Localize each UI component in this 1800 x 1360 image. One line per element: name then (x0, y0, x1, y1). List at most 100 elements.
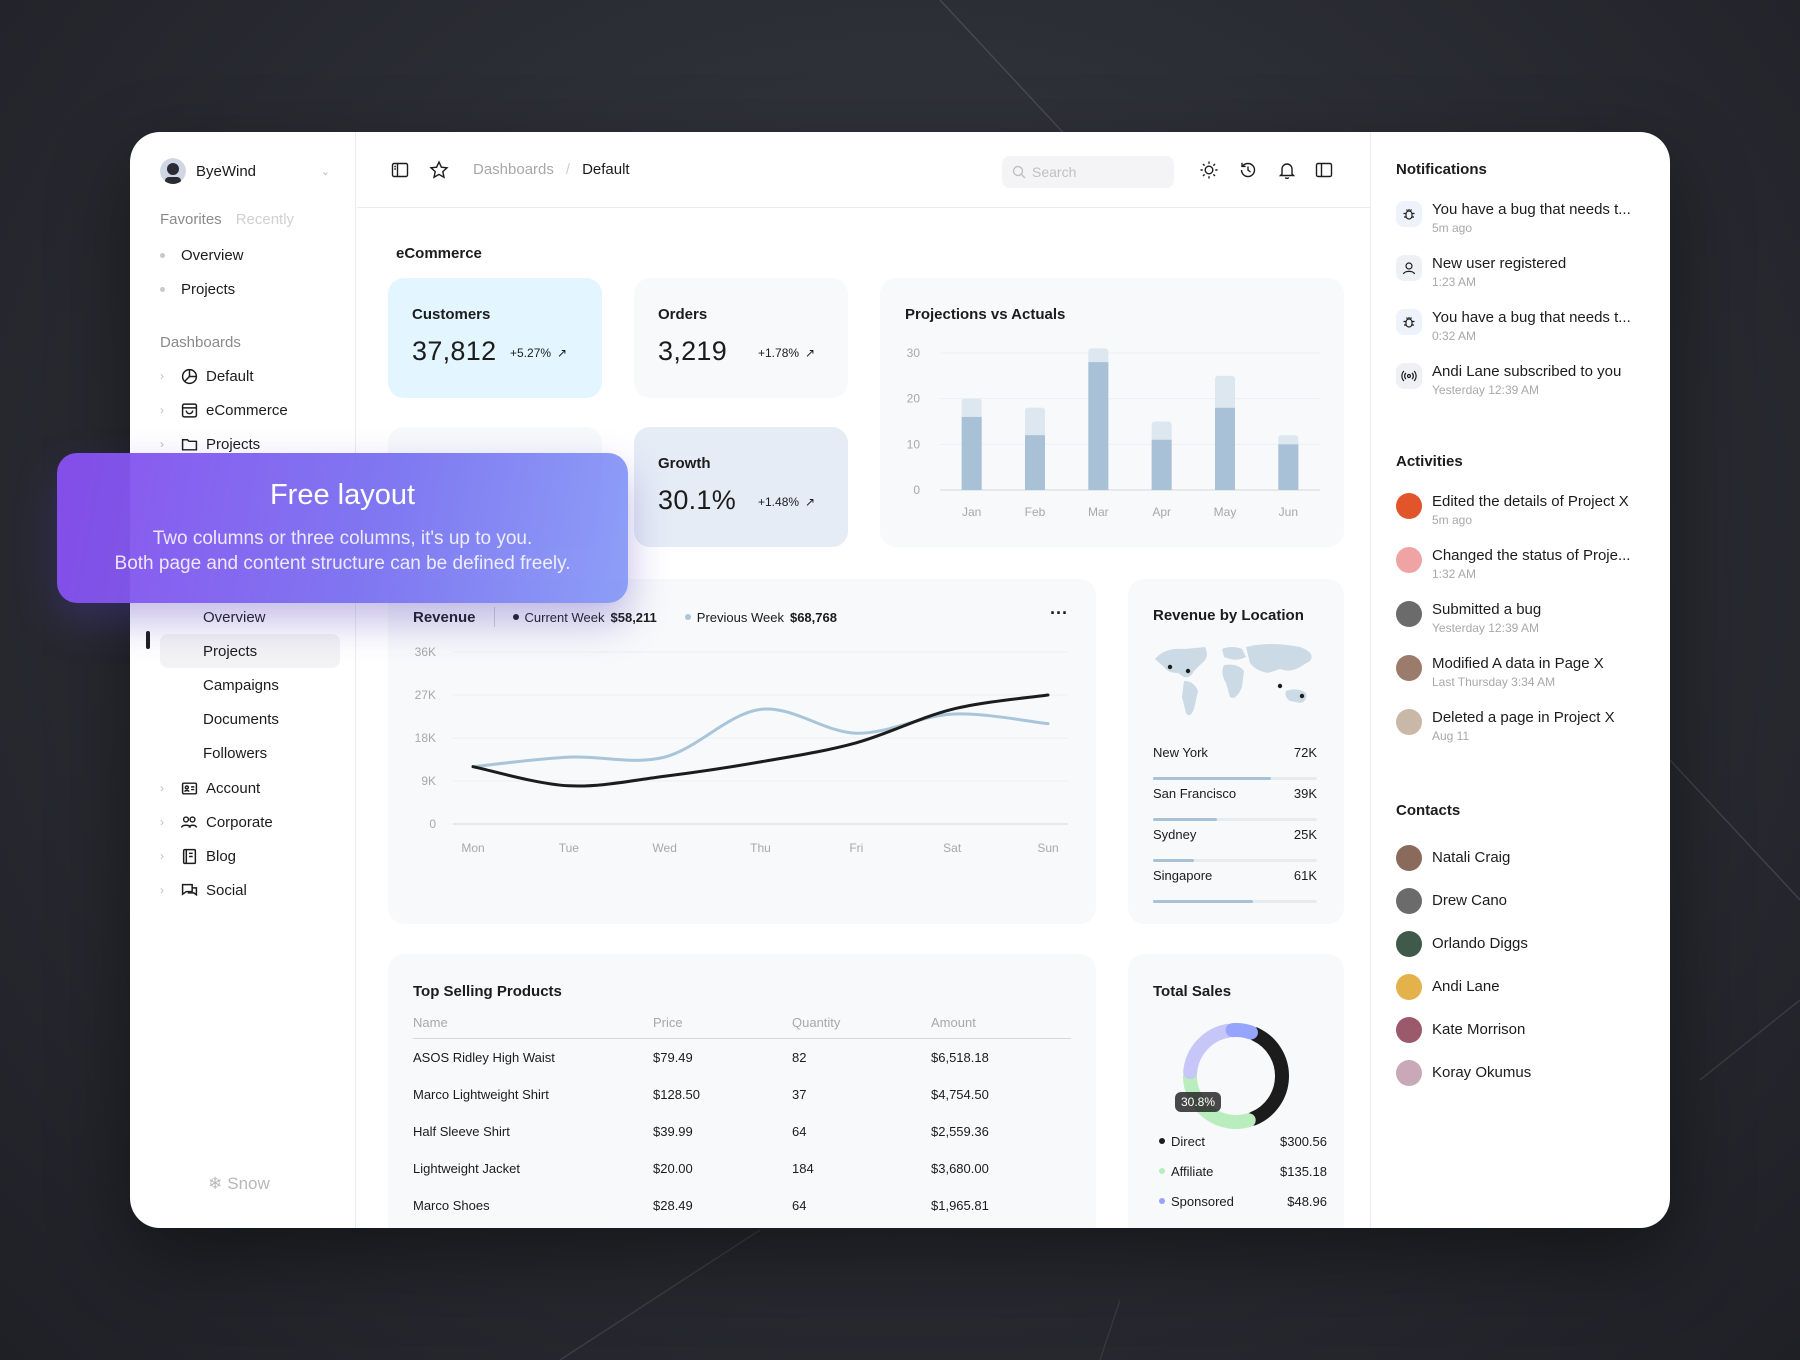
cell: 37 (792, 1087, 807, 1102)
table-row[interactable]: Half Sleeve Shirt $39.99 64 $2,559.36 (413, 1113, 1071, 1150)
sidebar-item-label: Account (206, 779, 261, 797)
contact-item[interactable]: Kate Morrison (1396, 1008, 1656, 1051)
contact-name: Andi Lane (1432, 978, 1500, 995)
revenue-header: Revenue Current Week $58,211 Previous We… (413, 607, 837, 627)
legend-previous-value: $68,768 (789, 609, 837, 625)
sidebar-item-label: Projects (206, 435, 261, 453)
activity-title: Modified A data in Page X (1432, 655, 1604, 672)
activity-item[interactable]: Modified A data in Page X Last Thursday 3… (1396, 655, 1656, 689)
legend-value: $135.18 (1280, 1163, 1327, 1179)
notification-item[interactable]: You have a bug that needs t... 0:32 AM (1396, 309, 1656, 343)
table-row[interactable]: Marco Lightweight Shirt $128.50 37 $4,754.5… (413, 1076, 1071, 1113)
x-tick-label: Thu (750, 841, 771, 855)
table-row[interactable]: Lightweight Jacket $20.00 184 $3,680.00 (413, 1150, 1071, 1187)
sidebar-item-corporate[interactable]: › Corporate (160, 805, 340, 839)
contact-item[interactable]: Drew Cano (1396, 879, 1656, 922)
legend-label: Sponsored (1171, 1193, 1234, 1209)
sidebar-item-projects[interactable]: › Projects (160, 427, 340, 461)
activity-item[interactable]: Edited the details of Project X 5m ago (1396, 493, 1656, 527)
location-row: Sydney 25K (1153, 827, 1317, 868)
profile-subpages: Overview Projects Campaigns Documents Fo… (160, 600, 340, 770)
location-bar-fill (1153, 900, 1254, 903)
notification-item[interactable]: New user registered 1:23 AM (1396, 255, 1656, 289)
sidebar-subitem-overview[interactable]: Overview (160, 600, 340, 634)
activity-item[interactable]: Deleted a page in Project X Aug 11 (1396, 709, 1656, 743)
user-icon (1396, 255, 1422, 281)
notification-title: You have a bug that needs t... (1432, 309, 1631, 326)
trend-up-icon: ↗ (805, 346, 816, 360)
sidebar-item-ecommerce[interactable]: › eCommerce (160, 393, 340, 427)
activity-time: Aug 11 (1432, 729, 1470, 743)
kpi-change: +1.78% ↗ (758, 346, 815, 360)
revenue-title: Revenue (413, 608, 476, 626)
history-icon[interactable] (1238, 160, 1258, 185)
user-name: ByeWind (196, 162, 257, 180)
bell-icon[interactable] (1277, 160, 1297, 185)
activity-avatar (1396, 655, 1422, 681)
tab-favorites[interactable]: Favorites (160, 211, 222, 228)
location-row: Singapore 61K (1153, 868, 1317, 909)
search-input[interactable]: Search (1002, 156, 1174, 188)
bar-actual (1278, 444, 1299, 490)
sun-icon[interactable] (1199, 160, 1219, 185)
sidebar-toggle-icon[interactable] (391, 161, 409, 184)
kpi-label: Growth (658, 455, 711, 472)
notifications-list: You have a bug that needs t... 5m ago New… (1396, 201, 1656, 417)
activities-list: Edited the details of Project X 5m ago Ch… (1396, 493, 1656, 763)
y-tick-label: 30 (907, 346, 921, 360)
favorite-item-overview[interactable]: Overview (160, 238, 340, 272)
contact-avatar (1396, 973, 1422, 1000)
kpi-card-orders[interactable]: Orders 3,219 +1.78% ↗ (634, 278, 848, 398)
kpi-change: +5.27% ↗ (510, 346, 567, 360)
notification-item[interactable]: You have a bug that needs t... 5m ago (1396, 201, 1656, 235)
bar-actual (1088, 362, 1109, 490)
contact-item[interactable]: Koray Okumus (1396, 1051, 1656, 1094)
kpi-card-growth[interactable]: Growth 30.1% +1.48% ↗ (634, 427, 848, 547)
notification-item[interactable]: Andi Lane subscribed to you Yesterday 12:… (1396, 363, 1656, 397)
main-content: Dashboards / Default Search eCommerce Cu… (357, 132, 1370, 1228)
bullet-icon (160, 286, 165, 292)
tab-recently[interactable]: Recently (235, 211, 295, 228)
contact-avatar (1396, 1016, 1422, 1043)
favorite-label: Projects (181, 280, 236, 298)
table-row[interactable]: ASOS Ridley High Waist $79.49 82 $6,518.18 (413, 1039, 1071, 1077)
trend-up-icon: ↗ (805, 495, 816, 509)
sidebar-subitem-campaigns[interactable]: Campaigns (160, 668, 340, 702)
folder-icon (180, 435, 198, 453)
cell: $20.00 (653, 1161, 693, 1176)
kpi-card-customers[interactable]: Customers 37,812 +5.27% ↗ (388, 278, 602, 398)
more-options-icon[interactable]: ··· (1050, 603, 1068, 623)
sidebar-item-account[interactable]: › Account (160, 771, 340, 805)
panel-toggle-icon[interactable] (1315, 161, 1333, 184)
sidebar-item-label: Social (206, 881, 247, 899)
table-row[interactable]: Marco Shoes $28.49 64 $1,965.81 (413, 1187, 1071, 1224)
legend-item: Affiliate $135.18 (1159, 1156, 1327, 1186)
total-sales-title: Total Sales (1153, 983, 1232, 1000)
activity-item[interactable]: Changed the status of Proje... 1:32 AM (1396, 547, 1656, 581)
breadcrumb-root[interactable]: Dashboards (473, 161, 554, 178)
contact-item[interactable]: Orlando Diggs (1396, 922, 1656, 965)
y-tick-label: 0 (429, 817, 436, 831)
sidebar-subitem-documents[interactable]: Documents (160, 702, 340, 736)
star-icon[interactable] (429, 160, 449, 185)
cell: Marco Shoes (413, 1198, 490, 1213)
bar-actual (1025, 435, 1045, 490)
bug-icon (1396, 309, 1422, 335)
sidebar-item-social[interactable]: › Social (160, 873, 340, 907)
sidebar-subitem-projects[interactable]: Projects (160, 634, 340, 668)
sidebar-item-default[interactable]: › Default (160, 359, 340, 393)
dashboards-list: › Default › eCommerce › Projects (160, 359, 340, 461)
activity-time: 5m ago (1432, 513, 1473, 527)
bar-actual (1215, 407, 1235, 490)
activity-avatar (1396, 547, 1422, 573)
chevron-right-icon: › (160, 815, 164, 829)
chevron-right-icon: › (160, 437, 164, 451)
y-tick-label: 27K (415, 688, 436, 702)
user-menu[interactable]: ByeWind ⌄ (160, 158, 330, 184)
activity-item[interactable]: Submitted a bug Yesterday 12:39 AM (1396, 601, 1656, 635)
favorite-item-projects[interactable]: Projects (160, 272, 340, 306)
sidebar-subitem-followers[interactable]: Followers (160, 736, 340, 770)
contact-item[interactable]: Andi Lane (1396, 965, 1656, 1008)
contact-item[interactable]: Natali Craig (1396, 836, 1656, 879)
sidebar-item-blog[interactable]: › Blog (160, 839, 340, 873)
